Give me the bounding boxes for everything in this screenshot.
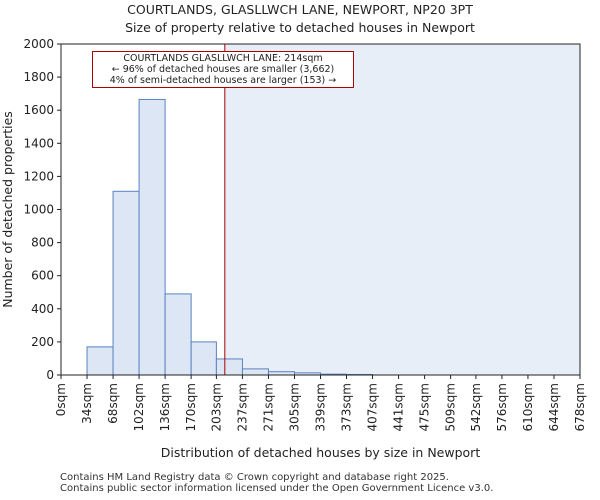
- annotation-line-3: 4% of semi-detached houses are larger (1…: [109, 75, 337, 86]
- bar-68sqm: [112, 190, 140, 376]
- bar-136sqm: [164, 293, 192, 376]
- x-tick-label-305sqm: 305sqm: [287, 383, 301, 431]
- x-tick-label-644sqm: 644sqm: [547, 383, 561, 431]
- highlight-region: [224, 44, 581, 375]
- x-tick-label-0sqm: 0sqm: [54, 383, 68, 416]
- y-tick-label-1600: 1600: [23, 103, 54, 117]
- y-tick-label-600: 600: [31, 269, 54, 283]
- chart-title: COURTLANDS, GLASLLWCH LANE, NEWPORT, NP2…: [127, 2, 473, 17]
- chart-subtitle: Size of property relative to detached ho…: [125, 20, 475, 35]
- x-tick-label-509sqm: 509sqm: [444, 383, 458, 431]
- bar-203sqm: [215, 358, 243, 376]
- x-tick-label-170sqm: 170sqm: [184, 383, 198, 431]
- y-tick-label-0: 0: [46, 368, 54, 382]
- x-tick-label-610sqm: 610sqm: [521, 383, 535, 431]
- x-tick-label-678sqm: 678sqm: [573, 383, 587, 431]
- y-tick-label-400: 400: [31, 302, 54, 316]
- x-tick-label-441sqm: 441sqm: [392, 383, 406, 431]
- annotation-line-1: COURTLANDS GLASLLWCH LANE: 214sqm: [123, 53, 323, 64]
- x-tick-label-203sqm: 203sqm: [209, 383, 223, 431]
- footer-line-2: Contains public sector information licen…: [60, 483, 494, 494]
- y-axis-label: Number of detached properties: [0, 111, 15, 308]
- x-tick-label-373sqm: 373sqm: [340, 383, 354, 431]
- x-tick-label-407sqm: 407sqm: [366, 383, 380, 431]
- annotation-line-2: ← 96% of detached houses are smaller (3,…: [111, 64, 335, 75]
- property-annotation: COURTLANDS GLASLLWCH LANE: 214sqm ← 96% …: [92, 51, 354, 88]
- x-tick-label-542sqm: 542sqm: [469, 383, 483, 431]
- x-tick-label-271sqm: 271sqm: [261, 383, 275, 431]
- x-tick-label-102sqm: 102sqm: [132, 383, 146, 431]
- x-tick-label-339sqm: 339sqm: [314, 383, 328, 431]
- y-tick-label-200: 200: [31, 335, 54, 349]
- footer-line-1: Contains HM Land Registry data © Crown c…: [60, 472, 449, 483]
- x-tick-label-475sqm: 475sqm: [418, 383, 432, 431]
- y-tick-label-2000: 2000: [23, 37, 54, 51]
- x-tick-label-237sqm: 237sqm: [235, 383, 249, 431]
- y-tick-label-1000: 1000: [23, 203, 54, 217]
- x-tick-label-34sqm: 34sqm: [80, 383, 94, 424]
- bar-170sqm: [190, 341, 217, 376]
- bar-102sqm: [138, 98, 166, 376]
- x-axis-label: Distribution of detached houses by size …: [161, 445, 481, 460]
- bar-237sqm: [241, 368, 269, 376]
- bar-34sqm: [86, 346, 114, 376]
- y-tick-label-800: 800: [31, 236, 54, 250]
- x-tick-label-136sqm: 136sqm: [158, 383, 172, 431]
- y-tick-label-1800: 1800: [23, 70, 54, 84]
- y-tick-label-1400: 1400: [23, 136, 54, 150]
- x-tick-label-68sqm: 68sqm: [106, 383, 120, 424]
- y-tick-label-1200: 1200: [23, 169, 54, 183]
- x-tick-label-576sqm: 576sqm: [495, 383, 509, 431]
